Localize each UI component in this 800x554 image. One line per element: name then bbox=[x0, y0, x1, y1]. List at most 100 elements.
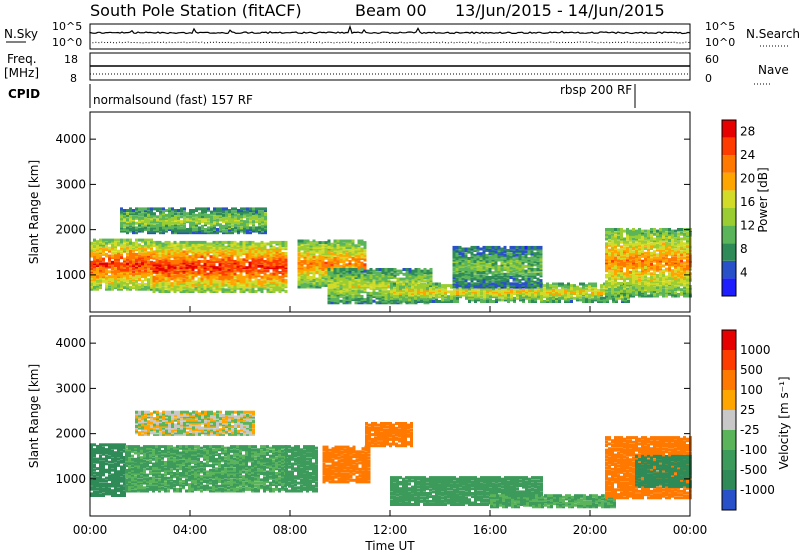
power-cell bbox=[351, 276, 355, 279]
power-cell bbox=[180, 223, 183, 227]
power-cell bbox=[324, 277, 328, 281]
power-cell bbox=[245, 250, 249, 254]
power-cell bbox=[360, 239, 364, 243]
power-cell bbox=[546, 288, 549, 292]
power-cell bbox=[138, 265, 141, 269]
power-cell bbox=[339, 255, 343, 259]
power-cell bbox=[155, 266, 159, 270]
power-cell bbox=[485, 245, 489, 249]
power-cell bbox=[506, 282, 510, 286]
power-cell bbox=[506, 264, 510, 268]
power-cell bbox=[500, 282, 504, 286]
power-cell bbox=[212, 278, 216, 282]
power-cell bbox=[93, 252, 96, 256]
power-cell bbox=[531, 292, 534, 295]
power-cell bbox=[354, 244, 358, 248]
power-cell bbox=[230, 258, 234, 262]
power-cell bbox=[218, 264, 222, 268]
power-cell bbox=[173, 266, 177, 270]
power-cell bbox=[99, 238, 102, 242]
power-cell bbox=[252, 229, 255, 233]
power-cell bbox=[218, 245, 222, 249]
power-cell bbox=[518, 263, 522, 267]
power-cell bbox=[423, 269, 427, 273]
power-cell bbox=[275, 272, 279, 276]
power-cell bbox=[474, 295, 477, 299]
power-cell bbox=[278, 288, 282, 292]
power-cell bbox=[129, 246, 132, 250]
power-cell bbox=[444, 284, 447, 288]
power-cell bbox=[519, 296, 522, 300]
power-cell bbox=[435, 295, 438, 299]
power-cell bbox=[381, 271, 385, 275]
power-cell bbox=[233, 259, 237, 263]
power-cell bbox=[105, 284, 108, 288]
power-cell bbox=[327, 277, 331, 281]
power-cell bbox=[614, 269, 617, 273]
power-cell bbox=[533, 247, 537, 251]
power-cell bbox=[306, 276, 310, 279]
power-cell bbox=[284, 240, 288, 244]
power-cell bbox=[402, 295, 405, 299]
power-cell bbox=[549, 298, 552, 302]
power-cell bbox=[120, 226, 123, 230]
power-cell bbox=[177, 218, 180, 222]
power-cell bbox=[200, 277, 204, 281]
power-cell bbox=[189, 231, 192, 235]
power-cell bbox=[174, 212, 177, 216]
power-cell bbox=[519, 293, 522, 297]
power-cell bbox=[177, 213, 180, 217]
power-cell bbox=[336, 272, 340, 276]
power-cell bbox=[167, 267, 171, 271]
power-cell bbox=[191, 267, 195, 271]
power-cell bbox=[521, 271, 525, 275]
power-cell bbox=[524, 282, 528, 286]
power-cell bbox=[227, 271, 231, 274]
power-cell bbox=[188, 282, 192, 286]
power-cell bbox=[455, 261, 459, 265]
power-cell bbox=[576, 293, 579, 297]
power-cell bbox=[224, 290, 228, 293]
power-cell bbox=[369, 276, 373, 279]
power-cell bbox=[261, 213, 264, 217]
power-cell bbox=[93, 278, 96, 282]
power-cell bbox=[275, 283, 279, 287]
power-cell bbox=[197, 271, 201, 274]
power-cell bbox=[582, 300, 585, 303]
power-cell bbox=[123, 262, 126, 266]
power-cell bbox=[405, 288, 408, 292]
power-cell bbox=[608, 256, 611, 260]
power-cell bbox=[111, 243, 114, 247]
power-cell bbox=[426, 287, 429, 291]
power-cell bbox=[90, 262, 93, 266]
power-cell bbox=[615, 300, 618, 303]
power-cell bbox=[261, 212, 264, 216]
power-cell bbox=[363, 245, 367, 249]
power-cell bbox=[243, 212, 246, 216]
power-cell bbox=[543, 293, 546, 297]
power-cell bbox=[152, 286, 156, 290]
power-cell bbox=[402, 280, 406, 284]
power-cell bbox=[464, 283, 468, 287]
power-cell bbox=[206, 286, 210, 290]
power-cell bbox=[536, 272, 540, 276]
power-cell bbox=[297, 241, 301, 245]
power-cell bbox=[168, 218, 171, 222]
power-cell bbox=[321, 264, 325, 268]
power-cell bbox=[96, 246, 99, 250]
power-cell bbox=[189, 216, 192, 220]
power-cell bbox=[351, 245, 355, 249]
power-cell bbox=[354, 252, 358, 256]
power-cell bbox=[221, 261, 225, 265]
power-cell bbox=[272, 263, 276, 267]
power-cell bbox=[260, 267, 264, 271]
power-cell bbox=[144, 268, 147, 272]
power-cell bbox=[516, 287, 519, 291]
power-cell bbox=[576, 285, 579, 289]
power-cell bbox=[300, 263, 304, 267]
power-cell bbox=[309, 252, 313, 256]
power-cell bbox=[135, 209, 138, 212]
power-cell bbox=[620, 259, 623, 263]
power-cell bbox=[236, 283, 240, 287]
power-cell bbox=[153, 212, 156, 216]
